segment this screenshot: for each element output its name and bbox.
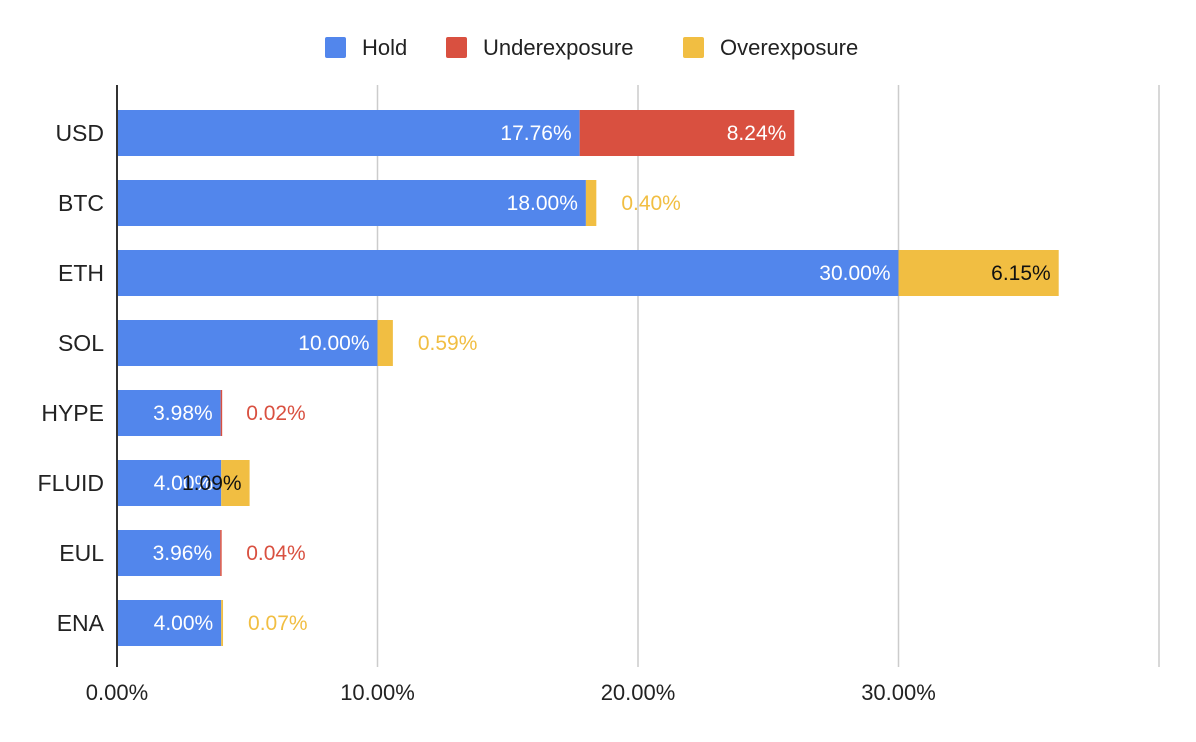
data-label-usd-underexposure: 8.24% (727, 122, 787, 145)
bar-fluid-hold (117, 460, 222, 506)
bar-hype-hold (117, 390, 221, 436)
x-tick-label: 0.00% (86, 680, 148, 705)
data-label-hype-hold: 3.98% (153, 402, 213, 425)
bar-btc-hold (117, 180, 586, 226)
category-label-sol: SOL (58, 330, 104, 356)
bar-ena-overexposure (221, 600, 224, 646)
bar-usd-hold (117, 110, 580, 156)
data-label-ena-hold: 4.00% (154, 612, 214, 635)
bar-eth-overexposure (898, 250, 1059, 296)
bar-eth-hold (117, 250, 899, 296)
legend-swatch-overexposure (683, 37, 704, 58)
data-label-eth-hold: 30.00% (819, 262, 890, 285)
data-label-fluid-overexposure: 1.09% (182, 472, 242, 495)
category-label-eth: ETH (58, 260, 104, 286)
bar-ena-hold (117, 600, 222, 646)
bar-usd-underexposure (579, 110, 795, 156)
data-label-ena-overexposure: 0.07% (248, 612, 308, 635)
data-label-usd-hold: 17.76% (500, 122, 571, 145)
bar-btc-overexposure (585, 180, 597, 226)
bar-hype-underexposure (220, 390, 223, 436)
category-label-ena: ENA (57, 610, 105, 636)
bars: 17.76% 8.24% 18.00% 0.40% 30.00% 6.15% 10.00% 0… (117, 110, 1059, 646)
category-label-eul: EUL (59, 540, 104, 566)
legend-label-overexposure: Overexposure (720, 35, 858, 60)
category-label-hype: HYPE (41, 400, 104, 426)
legend-label-hold: Hold (362, 35, 407, 60)
legend: Hold Underexposure Overexposure (325, 35, 858, 60)
category-label-usd: USD (55, 120, 104, 146)
data-label-eul-underexposure: 0.04% (246, 542, 306, 565)
bar-eul-underexposure (220, 530, 222, 576)
x-tick-labels: 0.00% 10.00% 20.00% 30.00% (86, 680, 936, 705)
legend-swatch-underexposure (446, 37, 467, 58)
bar-sol-overexposure (377, 320, 393, 366)
bar-sol-hold (117, 320, 378, 366)
x-tick-label: 10.00% (340, 680, 415, 705)
category-label-fluid: FLUID (38, 470, 104, 496)
data-label-btc-overexposure: 0.40% (621, 192, 681, 215)
data-label-hype-underexposure: 0.02% (246, 402, 306, 425)
data-label-eul-hold: 3.96% (153, 542, 213, 565)
category-labels: USD BTC ETH SOL HYPE FLUID EUL ENA (38, 120, 105, 636)
category-label-btc: BTC (58, 190, 104, 216)
legend-swatch-hold (325, 37, 346, 58)
data-label-fluid-hold: 4.00% (154, 472, 214, 495)
gridlines (376, 85, 1160, 667)
x-tick-label: 30.00% (861, 680, 936, 705)
data-label-sol-hold: 10.00% (298, 332, 369, 355)
bar-fluid-overexposure (221, 460, 250, 506)
data-label-sol-overexposure: 0.59% (418, 332, 478, 355)
data-label-eth-overexposure: 6.15% (991, 262, 1051, 285)
legend-label-underexposure: Underexposure (483, 35, 633, 60)
bar-eul-hold (117, 530, 221, 576)
data-label-btc-hold: 18.00% (507, 192, 578, 215)
x-tick-label: 20.00% (601, 680, 676, 705)
